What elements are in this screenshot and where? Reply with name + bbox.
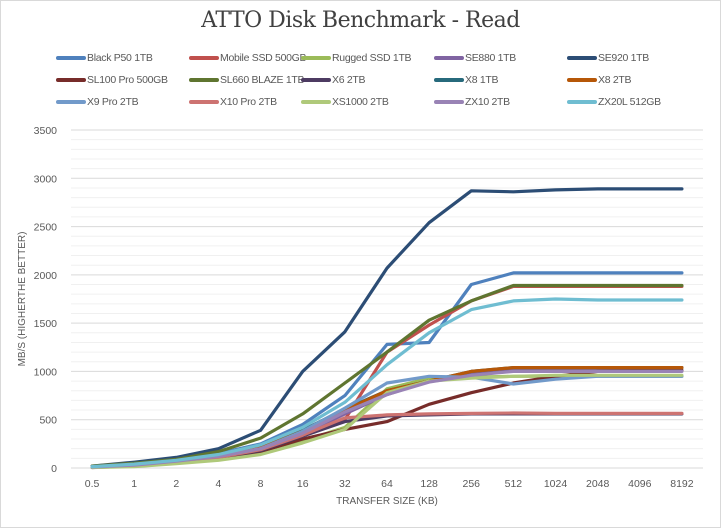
gridlines <box>71 129 703 469</box>
legend-label: ZX10 2TB <box>465 96 510 108</box>
legend-item: SL100 Pro 500GB <box>56 72 168 88</box>
x-tick-label: 2 <box>173 478 179 490</box>
x-axis-label: TRANSFER SIZE (KB) <box>336 496 438 507</box>
series-line-zx20l-512gb <box>90 297 684 469</box>
legend-swatch <box>434 78 464 82</box>
legend-swatch <box>301 78 331 82</box>
x-tick-label: 128 <box>420 478 438 490</box>
x-tick-label: 512 <box>505 478 523 490</box>
chart-title: ATTO Disk Benchmark - Read <box>201 8 520 33</box>
legend-swatch <box>434 56 464 60</box>
x-tick-label: 4096 <box>628 478 652 490</box>
legend-label: ZX20L 512GB <box>598 96 661 108</box>
legend-label: XS1000 2TB <box>332 96 389 108</box>
y-tick-label: 2000 <box>34 270 58 282</box>
legend-swatch <box>189 100 219 104</box>
legend-swatch <box>567 56 597 60</box>
legend-item: Black P50 1TB <box>56 50 153 66</box>
legend-item: SE920 1TB <box>567 50 649 66</box>
legend-item: X9 Pro 2TB <box>56 94 139 110</box>
x-tick-label: 8 <box>258 478 264 490</box>
legend-label: Black P50 1TB <box>87 52 153 64</box>
x-tick-label: 4 <box>216 478 222 490</box>
series-line-sl100-pro-500gb <box>90 368 684 470</box>
y-tick-label: 1000 <box>34 366 58 378</box>
legend-swatch <box>189 56 219 60</box>
series-line-zx10-2tb <box>90 369 684 469</box>
x-tick-label: 1 <box>131 478 137 490</box>
y-tick-label: 500 <box>39 415 57 427</box>
legend-item: Mobile SSD 500GB <box>189 50 307 66</box>
series-line-xs1000-2tb <box>90 373 684 470</box>
legend-item: SE880 1TB <box>434 50 516 66</box>
legend-swatch <box>301 56 331 60</box>
legend-swatch <box>567 100 597 104</box>
legend-swatch <box>301 100 331 104</box>
x-tick-label: 256 <box>463 478 481 490</box>
legend-label: X8 1TB <box>465 74 499 86</box>
series-line-se920-1tb <box>90 187 684 468</box>
series-line-sl660-blaze-1tb <box>90 283 684 468</box>
legend-swatch <box>189 78 219 82</box>
legend-item: X6 2TB <box>301 72 366 88</box>
legend-item: X8 2TB <box>567 72 632 88</box>
legend-label: SE920 1TB <box>598 52 649 64</box>
y-tick-label: 1500 <box>34 318 58 330</box>
y-tick-label: 2500 <box>34 222 58 234</box>
x-tick-label: 16 <box>297 478 309 490</box>
legend-item: SL660 BLAZE 1TB <box>189 72 305 88</box>
legend-swatch <box>434 100 464 104</box>
x-tick-label: 8192 <box>670 478 694 490</box>
x-tick-label: 1024 <box>544 478 568 490</box>
x-tick-labels: 0.5 1 2 4 8 16 32 64 128 256 512 1024 2048 4096 8192 <box>85 478 694 490</box>
legend-swatch <box>567 78 597 82</box>
legend-label: Rugged SSD 1TB <box>332 52 412 64</box>
x-tick-label: 0.5 <box>85 478 100 490</box>
legend-label: X6 2TB <box>332 74 366 86</box>
y-tick-label: 3500 <box>34 125 58 137</box>
legend-item: X8 1TB <box>434 72 499 88</box>
y-tick-label: 0 <box>51 463 57 475</box>
y-axis-label: MB/S (HIGHERTHE BETTER) <box>17 232 28 367</box>
legend-label: SL100 Pro 500GB <box>87 74 168 86</box>
y-tick-label: 3000 <box>34 173 58 185</box>
x-tick-label: 32 <box>339 478 351 490</box>
legend-item: ZX10 2TB <box>434 94 510 110</box>
legend-swatch <box>56 100 86 104</box>
legend-label: X10 Pro 2TB <box>220 96 277 108</box>
legend-label: Mobile SSD 500GB <box>220 52 307 64</box>
legend-label: SL660 BLAZE 1TB <box>220 74 305 86</box>
legend-item: ZX20L 512GB <box>567 94 661 110</box>
legend-swatch <box>56 78 86 82</box>
legend-swatch <box>56 56 86 60</box>
x-tick-label: 64 <box>381 478 393 490</box>
legend-label: X8 2TB <box>598 74 632 86</box>
series-lines <box>90 187 684 470</box>
legend-item: X10 Pro 2TB <box>189 94 277 110</box>
series-line-se880-1tb <box>90 368 684 469</box>
y-tick-labels: 0 500 1000 1500 2000 2500 3000 3500 <box>34 125 58 475</box>
legend-label: X9 Pro 2TB <box>87 96 139 108</box>
legend-label: SE880 1TB <box>465 52 516 64</box>
x-tick-label: 2048 <box>586 478 610 490</box>
legend-item: XS1000 2TB <box>301 94 389 110</box>
legend-item: Rugged SSD 1TB <box>301 50 412 66</box>
